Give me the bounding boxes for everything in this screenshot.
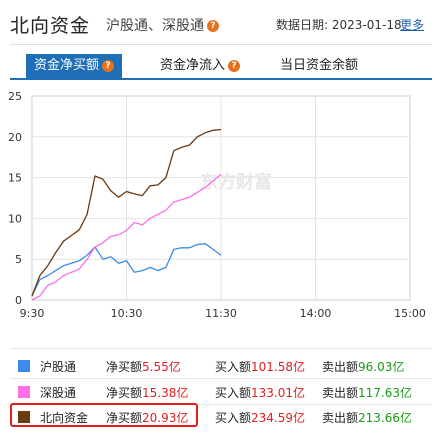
net-buy-label: 净买额 <box>106 360 143 374</box>
legend-divider <box>10 404 432 405</box>
series-line-沪股通 <box>31 243 222 297</box>
tab-net-inflow[interactable]: 资金净流入? <box>160 54 241 78</box>
legend-name: 北向资金 <box>40 411 89 425</box>
legend-row-hgt: 沪股通 净买额5.55亿 买入额101.58亿 卖出额96.03亿 <box>10 354 432 378</box>
buy-label: 买入额 <box>215 386 252 400</box>
y-tick-label: 15 <box>8 172 22 185</box>
buy-label: 买入额 <box>215 411 252 425</box>
date-label: 数据日期: <box>276 18 329 32</box>
tab-net-buy[interactable]: 资金净买额? <box>26 54 123 78</box>
sell-label: 卖出额 <box>322 386 359 400</box>
series-line-北向资金 <box>31 128 222 297</box>
net-buy-cell: 净买额5.55亿 <box>106 358 181 375</box>
page-subtitle: 沪股通、深股通? <box>106 15 219 35</box>
net-buy-label: 净买额 <box>106 411 143 425</box>
tab-daily-balance[interactable]: 当日资金余额 <box>280 54 358 78</box>
y-tick-label: 0 <box>15 294 22 307</box>
header-divider <box>10 44 432 45</box>
series-line-深股通 <box>31 173 222 301</box>
legend-row-northbound: 北向资金 净买额20.93亿 买入额234.59亿 卖出额213.66亿 <box>10 403 432 429</box>
y-tick-label: 20 <box>8 131 22 144</box>
buy-cell: 买入额234.59亿 <box>215 409 305 426</box>
legend-swatch <box>18 411 30 423</box>
legend-name: 深股通 <box>40 386 77 400</box>
page-title: 北向资金 <box>10 15 91 37</box>
buy-value: 133.01亿 <box>251 386 306 400</box>
sell-cell: 卖出额117.63亿 <box>322 384 412 401</box>
buy-cell: 买入额133.01亿 <box>215 384 305 401</box>
buy-value: 101.58亿 <box>251 360 306 374</box>
legend-divider <box>10 348 432 349</box>
net-buy-value: 20.93亿 <box>142 411 189 425</box>
net-buy-value: 15.38亿 <box>142 386 189 400</box>
help-icon[interactable]: ? <box>228 59 241 72</box>
sell-value: 96.03亿 <box>358 360 405 374</box>
legend-swatch <box>18 360 30 372</box>
sell-value: 117.63亿 <box>358 386 413 400</box>
y-tick-label: 25 <box>8 90 22 103</box>
x-tick-label: 9:30 <box>20 307 45 320</box>
legend-row-sgt: 深股通 净买额15.38亿 买入额133.01亿 卖出额117.63亿 <box>10 380 432 404</box>
date-display: 数据日期: 2023-01-18 <box>276 16 402 33</box>
sell-label: 卖出额 <box>322 411 359 425</box>
more-link[interactable]: 更多 <box>400 18 425 32</box>
y-tick-label: 10 <box>8 212 22 225</box>
subtitle-text: 沪股通、深股通 <box>106 18 204 34</box>
help-icon[interactable]: ? <box>102 59 115 72</box>
buy-cell: 买入额101.58亿 <box>215 358 305 375</box>
tab-daily-balance-label: 当日资金余额 <box>280 58 359 73</box>
net-buy-label: 净买额 <box>106 386 143 400</box>
buy-value: 234.59亿 <box>251 411 306 425</box>
tab-net-inflow-label: 资金净流入 <box>160 58 226 73</box>
y-tick-label: 5 <box>15 253 22 266</box>
sell-cell: 卖出额213.66亿 <box>322 409 412 426</box>
tab-underline <box>10 78 432 80</box>
net-buy-cell: 净买额20.93亿 <box>106 409 188 426</box>
sell-label: 卖出额 <box>322 360 359 374</box>
buy-label: 买入额 <box>215 360 252 374</box>
x-tick-label: 11:30 <box>205 307 237 320</box>
net-buy-value: 5.55亿 <box>142 360 181 374</box>
tab-bar: 资金净买额? 资金净流入? 当日资金余额 <box>0 54 443 78</box>
help-icon[interactable]: ? <box>207 20 219 32</box>
sell-value: 213.66亿 <box>358 411 413 425</box>
legend-swatch <box>18 386 30 398</box>
date-value: 2023-01-18 <box>331 18 402 32</box>
highlight-box <box>10 403 198 427</box>
tab-net-buy-label: 资金净买额 <box>34 58 100 73</box>
sell-cell: 卖出额96.03亿 <box>322 358 404 375</box>
x-tick-label: 15:00 <box>394 307 426 320</box>
x-tick-label: 14:00 <box>300 307 332 320</box>
legend-name: 沪股通 <box>40 360 77 374</box>
page-header: 北向资金 沪股通、深股通? 数据日期: 2023-01-18 更多 <box>0 0 443 46</box>
x-tick-label: 10:30 <box>111 307 143 320</box>
net-buy-cell: 净买额15.38亿 <box>106 384 188 401</box>
legend-divider <box>10 378 432 379</box>
